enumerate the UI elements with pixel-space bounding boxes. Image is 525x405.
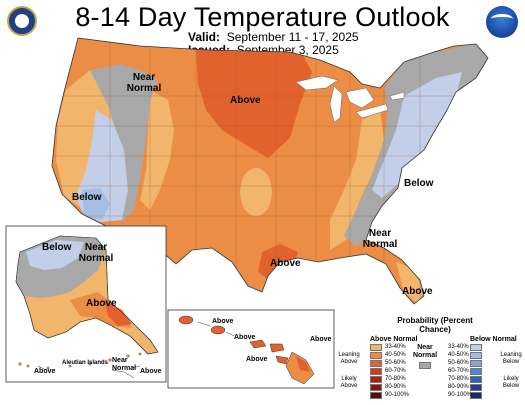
valid-label: Valid:	[188, 30, 221, 44]
legend-above-swatch	[370, 360, 382, 367]
legend-above-heading: Above Normal	[370, 336, 418, 343]
legend-below-range: 60-70%	[448, 368, 469, 374]
legend-near-swatch	[419, 362, 431, 369]
label-alaska-near-normal-aleutian: Near Normal	[112, 357, 137, 372]
legend-near-heading: Near Normal	[412, 344, 438, 359]
near-normal-west-region	[90, 64, 158, 222]
label-alaska-below: Below	[42, 242, 72, 253]
label-aleutian-islands: Aleutian Islands	[62, 360, 109, 366]
legend-above-swatch	[370, 384, 382, 391]
legend-title: Probability (Percent Chance)	[397, 316, 473, 334]
legend-below-range: 50-60%	[448, 360, 469, 366]
legend-below-swatch	[470, 344, 482, 351]
legend-likely-above: Likely Above	[340, 376, 358, 389]
legend-above-range: 70-80%	[385, 376, 406, 382]
label-hawaii-above-2: Above	[234, 334, 256, 341]
alaska-inset	[5, 225, 167, 383]
legend-below-range: 80-90%	[448, 384, 469, 390]
legend-above-range: 90-100%	[385, 392, 410, 398]
label-above-texas: Above	[270, 258, 301, 269]
legend-likely-below: Likely Below	[502, 376, 520, 389]
great-lakes	[295, 75, 405, 123]
legend-below-range: 40-50%	[448, 352, 469, 358]
label-hawaii-above-4: Above	[310, 336, 332, 343]
legend-below-swatch	[470, 392, 482, 399]
label-below-east: Below	[404, 178, 434, 189]
legend-above-swatch	[370, 352, 382, 359]
legend-below-swatch	[470, 384, 482, 391]
legend-below-heading: Below Normal	[470, 336, 517, 343]
label-alaska-near-normal: Near Normal	[78, 242, 114, 264]
label-above-central: Above	[230, 95, 261, 106]
legend-above-swatch	[370, 344, 382, 351]
legend-above-range: 50-60%	[385, 360, 406, 366]
map-title: 8-14 Day Temperature Outlook	[75, 2, 450, 32]
doc-seal-icon	[7, 6, 37, 36]
legend-above-swatch	[370, 376, 382, 383]
label-hawaii-above-1: Above	[212, 318, 234, 325]
noaa-logo-icon	[486, 6, 518, 38]
label-alaska-above: Above	[86, 298, 117, 309]
valid-line: Valid: September 11 - 17, 2025	[188, 30, 359, 44]
legend-leaning-above: Leaning Above	[338, 352, 360, 365]
legend-below-range: 90-100%	[448, 392, 473, 398]
legend-below-range: 70-80%	[448, 376, 469, 382]
legend-above-range: 80-90%	[385, 384, 406, 390]
label-near-normal-east: Near Normal	[362, 228, 398, 250]
legend-above-swatch	[370, 368, 382, 375]
valid-dates: September 11 - 17, 2025	[226, 30, 359, 44]
label-near-normal-west: Near Normal	[126, 72, 162, 94]
legend-above-range: 40-50%	[385, 352, 406, 358]
legend-below-swatch	[470, 368, 482, 375]
label-hawaii-above-3: Above	[246, 356, 268, 363]
legend-below-range: 33-40%	[448, 344, 469, 350]
hawaii-inset	[167, 309, 335, 389]
legend-above-range: 60-70%	[385, 368, 406, 374]
label-alaska-above-aleutian: Above	[34, 368, 56, 375]
legend-above-range: 33-40%	[385, 344, 406, 350]
above-core-region	[196, 50, 312, 158]
legend-leaning-below: Leaning Below	[500, 352, 522, 365]
label-above-florida: Above	[402, 286, 433, 297]
legend-below-swatch	[470, 360, 482, 367]
legend-below-swatch	[470, 376, 482, 383]
legend-graphic	[356, 318, 524, 402]
label-alaska-above-east: Above	[140, 368, 162, 375]
label-below-southwest: Below	[72, 192, 102, 203]
below-east-region	[372, 72, 462, 198]
legend-above-swatch	[370, 392, 382, 399]
legend-below-swatch	[470, 352, 482, 359]
